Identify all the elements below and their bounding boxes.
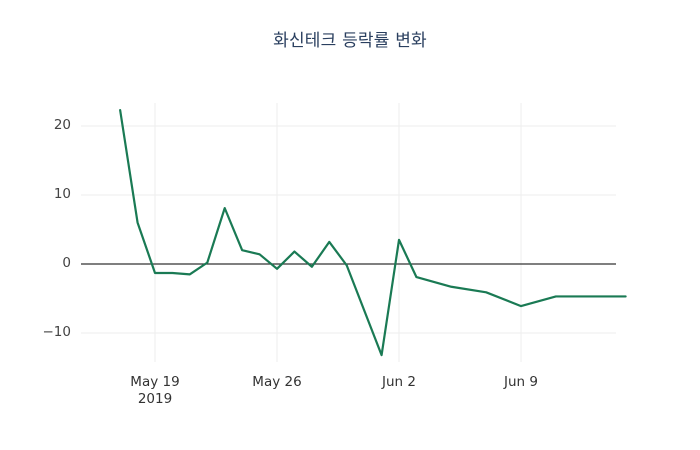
series-polyline [119, 109, 627, 357]
x-tick-secondary: 2019 [137, 391, 173, 407]
y-axis-tick-label: −10 [42, 324, 72, 340]
x-tick-primary: May 26 [252, 374, 302, 390]
vertical-gridlines [154, 103, 522, 362]
y-axis-tick-label: 20 [53, 117, 71, 133]
x-axis-tick-label: Jun 9 [461, 374, 581, 391]
horizontal-gridlines [81, 125, 616, 334]
x-tick-primary: Jun 2 [382, 374, 416, 390]
x-axis-tick-label: May 19 2019 [95, 374, 215, 408]
x-tick-primary: Jun 9 [504, 374, 538, 390]
chart-title: 화신테크 등락률 변화 [273, 31, 427, 51]
x-tick-primary: May 19 [130, 374, 180, 390]
data-series-line [119, 109, 627, 357]
y-axis-tick-label: 0 [62, 255, 71, 271]
x-axis-tick-label: May 26 [217, 374, 337, 391]
x-axis-tick-label: Jun 2 [339, 374, 459, 391]
y-axis-tick-label: 10 [53, 186, 71, 202]
